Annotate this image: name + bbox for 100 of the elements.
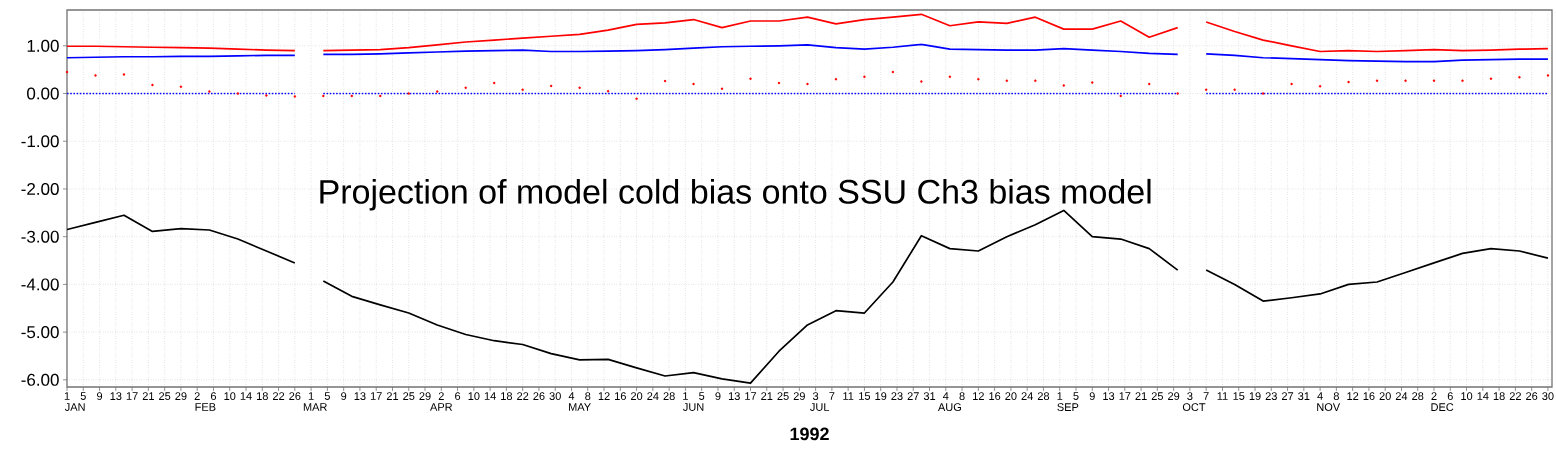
x-tick-label: 10 (468, 392, 480, 400)
x-tick-label: 1 (1057, 392, 1063, 400)
x-tick-label: 1 (308, 392, 314, 400)
x-tick-label: 8 (959, 392, 965, 400)
x-tick-label: 24 (647, 392, 659, 400)
x-tick-label: 22 (1509, 392, 1521, 400)
point (151, 83, 154, 87)
point (1204, 88, 1208, 91)
x-tick-label: 22 (517, 392, 529, 400)
y-tick-label: -1.00 (21, 135, 59, 148)
x-tick-label: 13 (1103, 392, 1115, 400)
x-tick-label: 9 (1089, 392, 1095, 400)
point (265, 94, 268, 97)
point (920, 80, 923, 83)
x-tick-label: 17 (745, 392, 757, 400)
x-tick-label: 18 (257, 392, 268, 400)
point (863, 75, 866, 79)
point (322, 94, 325, 98)
x-tick-label: 24 (1021, 392, 1033, 400)
x-tick-label: 20 (631, 392, 643, 400)
x-axis-title: 1992 (790, 427, 829, 441)
x-tick-label: 2 (438, 392, 444, 400)
point (1034, 79, 1037, 82)
x-tick-label: 19 (875, 392, 887, 400)
x-tick-label: 21 (1135, 392, 1147, 400)
x-tick-label: 22 (272, 392, 285, 400)
x-tick-label: 12 (973, 392, 984, 400)
x-tick-label: 13 (354, 392, 366, 400)
point (834, 78, 838, 81)
x-tick-label: 12 (1347, 392, 1359, 400)
x-tick-label: 23 (891, 392, 903, 400)
x-tick-label: 8 (1333, 392, 1339, 400)
point (208, 90, 211, 93)
x-tick-label: 4 (1317, 392, 1323, 400)
x-tick-label: 7 (1203, 392, 1209, 400)
x2-tick-label: JUN (683, 403, 704, 411)
x-tick-label: 5 (324, 392, 330, 400)
x-tick-label: 9 (715, 392, 721, 400)
y-tick-label: 0.00 (27, 87, 59, 100)
x-tick-label: 10 (1461, 392, 1473, 400)
point (179, 85, 183, 89)
x-tick-label: 20 (1379, 392, 1391, 400)
point (94, 74, 97, 77)
x-tick-label: 31 (1298, 392, 1310, 400)
point (578, 86, 581, 89)
x-tick-label: 5 (1073, 392, 1079, 400)
point (122, 73, 126, 76)
x-tick-label: 14 (1477, 392, 1489, 400)
x-tick-label: 13 (728, 392, 740, 400)
point (1432, 79, 1436, 82)
point (1461, 79, 1464, 82)
x-tick-label: 25 (159, 392, 171, 400)
x-tick-label: 13 (110, 392, 122, 400)
y-tick-label: -6.00 (21, 373, 59, 386)
point (692, 82, 695, 86)
point (293, 95, 297, 98)
x-tick-label: 24 (1395, 392, 1408, 400)
point (436, 90, 439, 93)
point (635, 97, 638, 100)
y-tick-label: 1.00 (27, 39, 59, 52)
x-tick-label: 5 (699, 392, 705, 400)
x-tick-label: 30 (1542, 392, 1554, 400)
x-tick-label: 29 (793, 392, 805, 400)
point (606, 89, 610, 93)
point (1489, 77, 1493, 80)
x-tick-label: 2 (194, 392, 200, 400)
y-tick-label: -5.00 (21, 326, 59, 339)
point (948, 75, 952, 79)
x-tick-label: 16 (615, 392, 626, 400)
point (350, 94, 353, 98)
x-tick-label: 2 (1431, 392, 1437, 400)
x-tick-label: 28 (1037, 392, 1050, 400)
point (464, 86, 467, 89)
point (1091, 81, 1094, 84)
x-tick-label: 25 (403, 392, 415, 400)
point (1290, 82, 1293, 86)
x2-tick-label: NOV (1317, 403, 1341, 411)
x-tick-label: 16 (989, 392, 1001, 400)
x-tick-label: 17 (370, 392, 382, 400)
point (1404, 79, 1407, 82)
x-tick-label: 21 (386, 392, 399, 400)
point (720, 87, 724, 90)
x2-tick-label: FEB (195, 403, 216, 411)
x-tick-label: 31 (923, 392, 936, 400)
y-tick-label: -2.00 (21, 182, 59, 195)
point (549, 84, 553, 88)
x-tick-label: 9 (97, 392, 103, 400)
x-tick-label: 28 (663, 392, 675, 400)
point (1347, 80, 1350, 84)
x-tick-label: 28 (1412, 392, 1424, 400)
point (1005, 79, 1009, 82)
x2-tick-label: APR (430, 403, 453, 411)
x-tick-label: 21 (142, 392, 154, 400)
x-tick-label: 14 (484, 392, 496, 400)
x-tick-label: 17 (126, 392, 138, 400)
x2-tick-label: AUG (937, 403, 961, 411)
point (977, 78, 980, 81)
point (407, 92, 410, 95)
x-tick-label: 15 (1233, 392, 1245, 400)
x-tick-label: 4 (568, 392, 575, 400)
